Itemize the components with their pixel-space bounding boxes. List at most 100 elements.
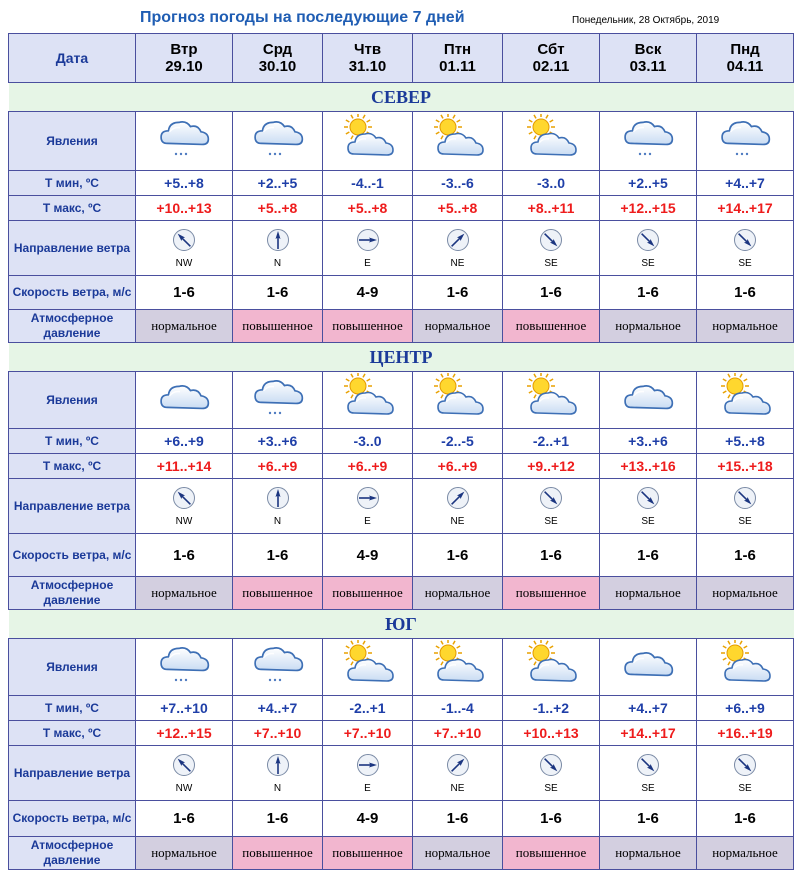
wind-direction-label: E xyxy=(364,782,371,794)
wind-speed-value: 1-6 xyxy=(412,275,503,310)
region-title: СЕВЕР xyxy=(8,82,794,112)
pressure-value: повышенное xyxy=(322,836,413,870)
weather-icon-cell xyxy=(502,638,600,696)
weather-icon-cell xyxy=(322,111,413,171)
wind-direction-cell: SE xyxy=(696,220,794,276)
pressure-value: нормальное xyxy=(599,836,697,870)
tmin-value: -2..+1 xyxy=(502,428,600,454)
day-date: 01.11 xyxy=(439,58,476,75)
phenomena-label: Явления xyxy=(8,371,136,429)
wind-direction-cell: NE xyxy=(412,220,503,276)
day-header: Пнд 04.11 xyxy=(696,33,794,83)
day-date: 03.11 xyxy=(629,58,667,75)
wind-speed-value: 1-6 xyxy=(696,533,794,577)
wind-direction-cell: SE xyxy=(696,745,794,801)
pressure-label: Атмосферное давление xyxy=(8,836,136,870)
cloud-snow-icon xyxy=(154,646,214,694)
tmax-value: +5..+8 xyxy=(412,195,503,221)
pressure-label: Атмосферное давление xyxy=(8,309,136,343)
region-title: ЮГ xyxy=(8,609,794,639)
wind-dir-row: Направление ветра NW N E NE SE SE SE xyxy=(8,220,794,276)
compass-icon xyxy=(172,486,196,515)
wind-dir-row: Направление ветра NW N E NE SE SE SE xyxy=(8,745,794,801)
wind-dir-label: Направление ветра xyxy=(8,745,136,801)
day-date: 31.10 xyxy=(348,58,387,75)
tmin-value: +6..+9 xyxy=(696,695,794,721)
compass-icon xyxy=(636,753,660,782)
phenomena-label: Явления xyxy=(8,638,136,696)
wind-speed-value: 1-6 xyxy=(599,800,697,837)
wind-speed-label: Скорость ветра, м/с xyxy=(8,800,136,837)
region-row: СЕВЕР xyxy=(8,82,794,112)
phenomena-row: Явления xyxy=(8,371,794,429)
sun-cloud-icon xyxy=(521,372,581,427)
cloud-icon xyxy=(618,384,678,427)
sun-cloud-icon xyxy=(521,112,581,168)
compass-icon xyxy=(356,753,380,782)
tmax-value: +6..+9 xyxy=(412,453,503,479)
wind-direction-label: N xyxy=(273,515,282,527)
tmax-label: Т макс, ºC xyxy=(8,720,136,746)
day-name: Втр xyxy=(170,41,198,58)
day-date: 04.11 xyxy=(726,58,764,75)
wind-speed-value: 1-6 xyxy=(696,275,794,310)
pressure-value: повышенное xyxy=(232,309,323,343)
compass-icon xyxy=(539,753,563,782)
wind-speed-row: Скорость ветра, м/с 1-6 1-6 4-9 1-6 1-6 1-6 1-6 xyxy=(8,533,794,577)
wind-speed-value: 1-6 xyxy=(135,800,233,837)
compass-icon xyxy=(356,486,380,515)
tmin-value: -4..-1 xyxy=(322,170,413,196)
weather-icon-cell xyxy=(599,111,697,171)
tmin-value: -2..+1 xyxy=(322,695,413,721)
wind-speed-row: Скорость ветра, м/с 1-6 1-6 4-9 1-6 1-6 1-6 1-6 xyxy=(8,275,794,310)
wind-direction-cell: N xyxy=(232,745,323,801)
wind-direction-cell: SE xyxy=(502,745,600,801)
cloud-snow-icon xyxy=(248,120,308,168)
tmin-row: Т мин, ºC +5..+8 +2..+5 -4..-1 -3..-6 -3..0 +2… xyxy=(8,170,794,196)
wind-direction-cell: E xyxy=(322,478,413,534)
tmax-value: +11..+14 xyxy=(135,453,233,479)
wind-dir-label: Направление ветра xyxy=(8,478,136,534)
weather-icon-cell xyxy=(135,111,233,171)
weather-icon-cell xyxy=(232,111,323,171)
current-date: Понедельник, 28 Октябрь, 2019 xyxy=(572,15,720,26)
tmin-value: -1..-4 xyxy=(412,695,503,721)
compass-icon xyxy=(446,228,470,257)
wind-speed-value: 1-6 xyxy=(135,533,233,577)
wind-direction-label: N xyxy=(273,782,282,794)
pressure-label: Атмосферное давление xyxy=(8,576,136,610)
tmax-value: +12..+15 xyxy=(135,720,233,746)
pressure-row: Атмосферное давление нормальное повышенное… xyxy=(8,309,794,343)
compass-icon xyxy=(539,228,563,257)
pressure-value: нормальное xyxy=(412,576,503,610)
wind-speed-value: 4-9 xyxy=(322,533,413,577)
weather-icon-cell xyxy=(599,638,697,696)
pressure-value: нормальное xyxy=(135,309,233,343)
cloud-snow-icon xyxy=(154,120,214,168)
wind-direction-label: E xyxy=(364,257,371,269)
wind-direction-label: E xyxy=(364,515,371,527)
pressure-value: повышенное xyxy=(502,576,600,610)
pressure-value: повышенное xyxy=(502,836,600,870)
wind-direction-label: SE xyxy=(641,257,655,269)
wind-speed-value: 1-6 xyxy=(502,533,600,577)
pressure-value: повышенное xyxy=(322,309,413,343)
weather-icon-cell xyxy=(135,638,233,696)
sun-cloud-icon xyxy=(338,372,398,427)
pressure-value: нормальное xyxy=(696,836,794,870)
day-name: Вск xyxy=(634,41,662,58)
pressure-value: нормальное xyxy=(696,576,794,610)
tmax-value: +7..+10 xyxy=(322,720,413,746)
wind-direction-label: NW xyxy=(175,257,193,269)
compass-icon xyxy=(733,486,757,515)
wind-direction-label: SE xyxy=(738,782,752,794)
weather-icon-cell xyxy=(696,371,794,429)
cloud-icon xyxy=(618,651,678,694)
compass-icon xyxy=(636,486,660,515)
wind-speed-value: 1-6 xyxy=(232,533,323,577)
pressure-value: нормальное xyxy=(135,836,233,870)
phenomena-row: Явления xyxy=(8,111,794,171)
pressure-value: повышенное xyxy=(322,576,413,610)
wind-direction-cell: SE xyxy=(599,220,697,276)
tmax-value: +6..+9 xyxy=(322,453,413,479)
